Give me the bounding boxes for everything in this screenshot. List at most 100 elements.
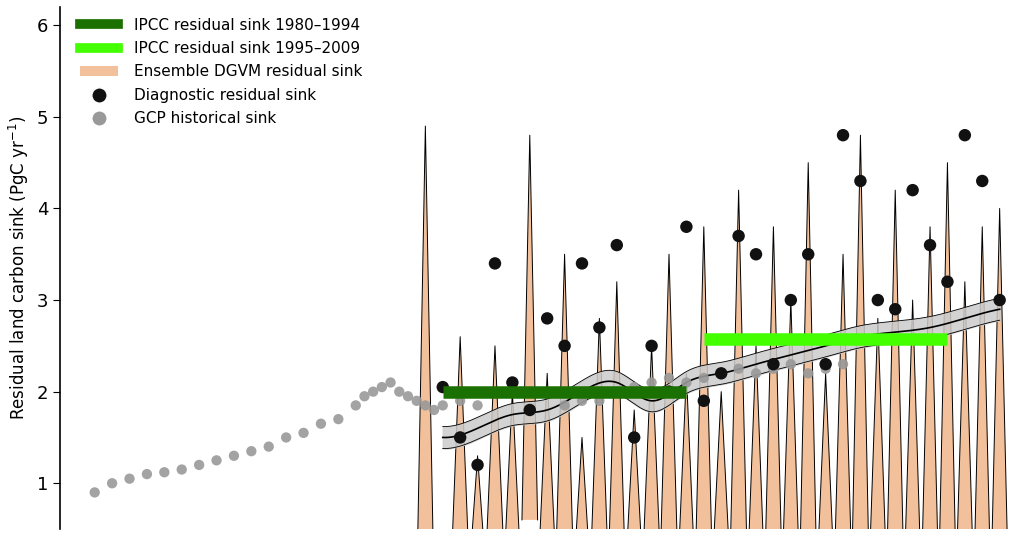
Point xyxy=(730,232,746,240)
Point xyxy=(190,460,207,469)
Point xyxy=(426,406,442,414)
Point xyxy=(782,296,799,304)
Point xyxy=(591,397,607,405)
Point xyxy=(608,388,625,396)
Polygon shape xyxy=(888,190,903,536)
Point xyxy=(713,369,729,378)
Point xyxy=(295,429,311,437)
Polygon shape xyxy=(731,190,746,529)
Point xyxy=(434,383,451,391)
Point xyxy=(974,177,990,185)
Point xyxy=(695,374,712,382)
Point xyxy=(904,186,921,195)
Point xyxy=(225,451,242,460)
Polygon shape xyxy=(940,162,955,536)
Point xyxy=(730,364,746,373)
Polygon shape xyxy=(662,254,677,529)
Point xyxy=(121,474,137,483)
Point xyxy=(391,388,408,396)
Point xyxy=(922,241,938,249)
Point xyxy=(138,470,155,479)
Point xyxy=(939,278,955,286)
Point xyxy=(452,433,468,442)
Point xyxy=(556,341,572,350)
Point xyxy=(765,360,781,368)
Point xyxy=(278,433,294,442)
Point xyxy=(678,222,694,231)
Polygon shape xyxy=(470,456,485,536)
Point xyxy=(695,397,712,405)
Point xyxy=(469,401,485,410)
Point xyxy=(817,360,834,368)
Point xyxy=(835,131,851,139)
Point xyxy=(521,406,538,414)
Point xyxy=(312,420,329,428)
Polygon shape xyxy=(418,126,433,536)
Polygon shape xyxy=(836,254,851,536)
Polygon shape xyxy=(957,282,973,536)
Polygon shape xyxy=(574,437,590,536)
Point xyxy=(417,401,433,410)
Point xyxy=(626,383,642,391)
Point xyxy=(852,177,868,185)
Polygon shape xyxy=(557,254,572,529)
Point xyxy=(208,456,224,465)
Point xyxy=(382,378,398,387)
Point xyxy=(469,460,485,469)
Polygon shape xyxy=(592,318,607,536)
Point xyxy=(643,378,659,387)
Point xyxy=(539,314,555,323)
Point xyxy=(573,397,590,405)
Polygon shape xyxy=(975,227,990,536)
Polygon shape xyxy=(696,227,712,536)
Polygon shape xyxy=(609,282,625,536)
Point xyxy=(504,378,520,387)
Point xyxy=(486,259,503,267)
Point xyxy=(409,397,425,405)
Polygon shape xyxy=(540,374,555,536)
Point xyxy=(626,433,642,442)
Point xyxy=(782,360,799,368)
Polygon shape xyxy=(487,346,503,529)
Point xyxy=(748,250,764,258)
Point xyxy=(800,250,816,258)
Legend: IPCC residual sink 1980–1994, IPCC residual sink 1995–2009, Ensemble DGVM residu: IPCC residual sink 1980–1994, IPCC resid… xyxy=(74,12,369,132)
Point xyxy=(330,415,346,423)
Point xyxy=(399,392,416,400)
Point xyxy=(869,296,886,304)
Point xyxy=(103,479,120,488)
Point xyxy=(260,442,276,451)
Polygon shape xyxy=(870,318,886,536)
Polygon shape xyxy=(783,300,799,536)
Polygon shape xyxy=(818,374,834,536)
Polygon shape xyxy=(853,135,868,529)
Polygon shape xyxy=(992,209,1008,536)
Polygon shape xyxy=(679,374,694,536)
Polygon shape xyxy=(714,392,729,536)
Point xyxy=(800,369,816,378)
Polygon shape xyxy=(801,162,816,536)
Polygon shape xyxy=(905,300,921,536)
Point xyxy=(678,378,694,387)
Point xyxy=(86,488,102,497)
Point xyxy=(156,468,172,477)
Point xyxy=(748,369,764,378)
Point xyxy=(956,131,973,139)
Point xyxy=(347,401,364,410)
Point xyxy=(991,296,1008,304)
Polygon shape xyxy=(766,227,781,536)
Point xyxy=(556,401,572,410)
Point xyxy=(835,360,851,368)
Point xyxy=(173,465,189,474)
Point xyxy=(608,241,625,249)
Y-axis label: Residual land carbon sink (PgC yr$^{-1}$): Residual land carbon sink (PgC yr$^{-1}$… xyxy=(7,116,31,420)
Polygon shape xyxy=(505,392,520,536)
Point xyxy=(887,305,903,314)
Polygon shape xyxy=(453,337,468,536)
Point xyxy=(374,383,390,391)
Polygon shape xyxy=(644,346,659,536)
Point xyxy=(591,323,607,332)
Polygon shape xyxy=(923,227,938,536)
Polygon shape xyxy=(749,346,764,536)
Point xyxy=(660,388,677,396)
